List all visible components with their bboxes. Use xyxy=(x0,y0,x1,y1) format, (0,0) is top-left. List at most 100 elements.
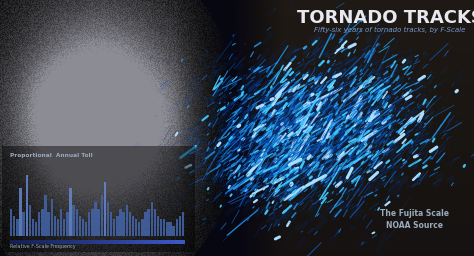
Bar xyxy=(44,240,46,244)
Bar xyxy=(143,240,145,244)
Bar xyxy=(64,240,66,244)
Bar xyxy=(151,202,153,236)
Bar xyxy=(66,212,69,236)
Bar xyxy=(86,240,88,244)
Bar xyxy=(93,240,95,244)
Bar xyxy=(90,240,92,244)
Text: The Fujita Scale: The Fujita Scale xyxy=(381,209,449,219)
Bar xyxy=(73,240,75,244)
Bar xyxy=(98,240,100,244)
Text: Proportional  Annual Toll: Proportional Annual Toll xyxy=(10,153,93,158)
Bar xyxy=(42,240,44,244)
Bar xyxy=(29,205,31,236)
Bar xyxy=(117,240,118,244)
Bar xyxy=(36,240,38,244)
Bar xyxy=(60,209,62,236)
Bar xyxy=(88,212,91,236)
Bar xyxy=(172,240,174,244)
Bar xyxy=(74,240,76,244)
Bar xyxy=(51,240,53,244)
Bar xyxy=(182,240,184,244)
Bar xyxy=(138,240,140,244)
Bar xyxy=(25,240,27,244)
Bar xyxy=(178,240,180,244)
Bar xyxy=(13,240,15,244)
Bar xyxy=(73,205,75,236)
Bar xyxy=(91,209,93,236)
Bar xyxy=(23,240,25,244)
Bar xyxy=(162,240,164,244)
Bar xyxy=(114,240,116,244)
Bar xyxy=(105,240,107,244)
Bar xyxy=(82,240,83,244)
Bar xyxy=(173,226,175,236)
Bar xyxy=(30,240,32,244)
Bar xyxy=(110,212,112,236)
Bar xyxy=(129,212,131,236)
Bar xyxy=(60,240,62,244)
Bar xyxy=(166,240,168,244)
Bar xyxy=(103,240,105,244)
Bar xyxy=(133,240,135,244)
Bar xyxy=(167,240,170,244)
Bar xyxy=(32,219,34,236)
Bar xyxy=(122,240,124,244)
Bar xyxy=(155,240,156,244)
Bar xyxy=(85,222,87,236)
Bar xyxy=(65,240,67,244)
Bar xyxy=(104,182,106,236)
Bar xyxy=(129,240,132,244)
Text: Fifty-six years of tornado tracks, by F-Scale: Fifty-six years of tornado tracks, by F-… xyxy=(314,27,465,33)
Bar xyxy=(181,240,182,244)
Bar xyxy=(98,209,100,236)
Bar xyxy=(49,240,51,244)
Bar xyxy=(163,219,165,236)
Bar xyxy=(19,240,21,244)
Text: Relative F-Scale Frequency: Relative F-Scale Frequency xyxy=(10,244,76,249)
Bar xyxy=(175,240,177,244)
Bar xyxy=(26,175,28,236)
Bar xyxy=(45,240,47,244)
Bar xyxy=(29,240,31,244)
Bar xyxy=(118,240,120,244)
Bar xyxy=(52,240,54,244)
Bar xyxy=(160,240,162,244)
Bar xyxy=(144,240,146,244)
Bar xyxy=(39,240,41,244)
Bar xyxy=(112,240,114,244)
Bar xyxy=(58,240,60,244)
Bar xyxy=(61,240,63,244)
Bar xyxy=(67,240,69,244)
Bar xyxy=(115,240,117,244)
Bar xyxy=(148,240,151,244)
Bar xyxy=(126,205,128,236)
Bar xyxy=(76,209,78,236)
Text: TORNADO TRACKS: TORNADO TRACKS xyxy=(297,9,474,27)
Bar xyxy=(141,240,143,244)
Bar xyxy=(119,209,122,236)
Bar xyxy=(146,240,147,244)
Bar xyxy=(20,240,22,244)
Text: NOAA Source: NOAA Source xyxy=(386,221,444,230)
Bar xyxy=(10,240,12,244)
Bar xyxy=(183,240,185,244)
Bar xyxy=(19,188,22,236)
Bar xyxy=(182,212,184,236)
Bar xyxy=(68,240,70,244)
Bar xyxy=(32,240,34,244)
Bar xyxy=(132,216,134,236)
Bar xyxy=(176,240,178,244)
Bar xyxy=(137,240,139,244)
Bar xyxy=(63,219,65,236)
Bar xyxy=(76,240,78,244)
Bar xyxy=(121,240,123,244)
Bar xyxy=(41,209,44,236)
Bar xyxy=(45,195,46,236)
Bar xyxy=(106,240,108,244)
Bar xyxy=(136,240,137,244)
Bar xyxy=(179,216,181,236)
Bar xyxy=(46,240,48,244)
Bar xyxy=(150,240,152,244)
Bar xyxy=(96,240,98,244)
Bar xyxy=(82,219,84,236)
